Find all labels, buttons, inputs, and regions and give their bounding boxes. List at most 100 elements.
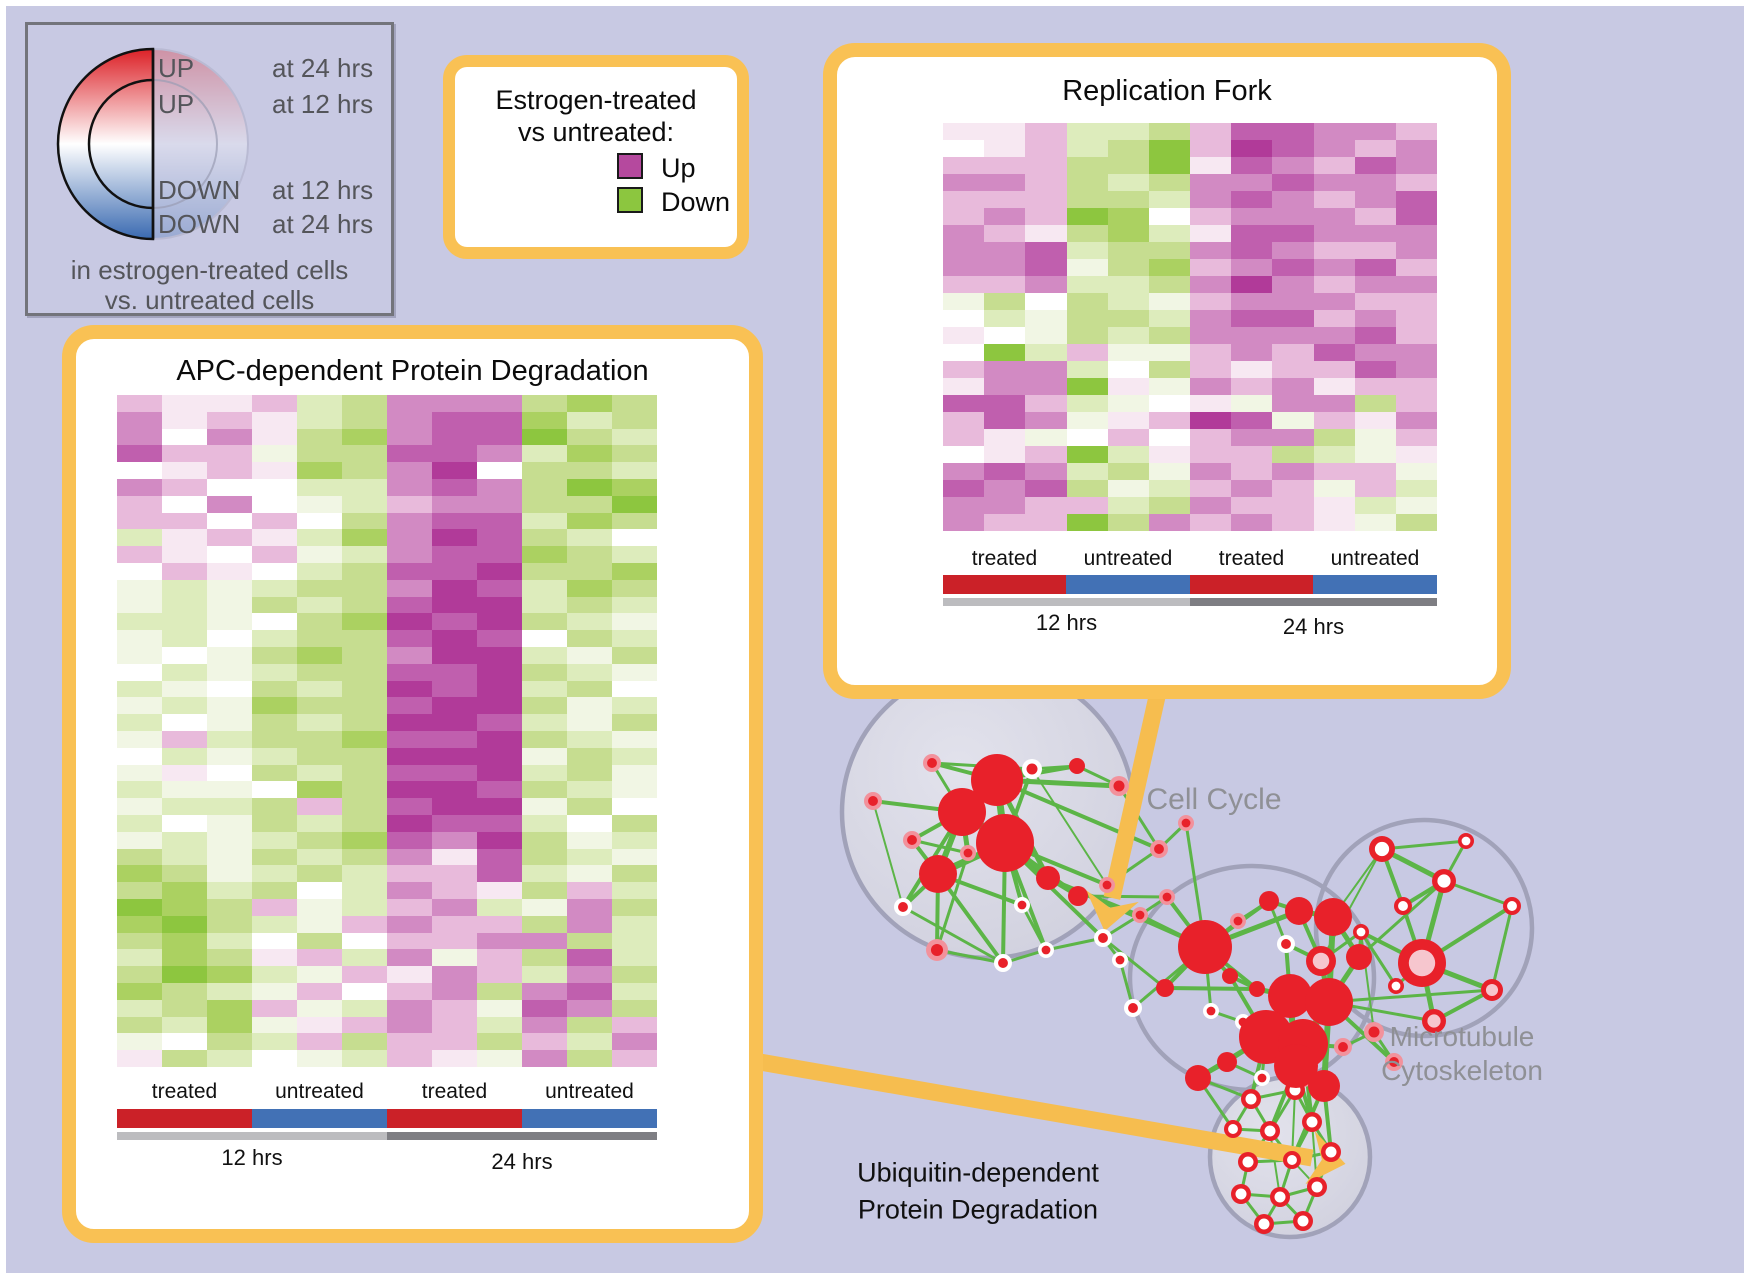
- heatmap-cell: [984, 310, 1026, 327]
- heatmap-cell: [567, 982, 612, 1000]
- heatmap-cell: [984, 429, 1026, 446]
- apc-treated-bar-24: [387, 1109, 522, 1128]
- network-node-core: [1128, 1003, 1138, 1013]
- heatmap-cell: [612, 697, 657, 715]
- heatmap-cell: [432, 982, 477, 1000]
- network-node-core: [907, 835, 917, 845]
- heatmap-cell: [387, 730, 432, 748]
- heatmap-cell: [1107, 140, 1149, 157]
- heatmap-cell: [943, 378, 985, 395]
- heatmap-cell: [1231, 327, 1273, 344]
- heatmap-cell: [567, 478, 612, 496]
- heatmap-cell: [1148, 242, 1190, 259]
- heatmap-cell: [984, 446, 1026, 463]
- heatmap-cell: [297, 848, 342, 866]
- heatmap-cell: [252, 495, 297, 513]
- heatmap-cell: [207, 764, 252, 782]
- network-node-core: [1017, 900, 1027, 910]
- network-node-core: [1325, 1146, 1337, 1158]
- heatmap-cell: [432, 697, 477, 715]
- heatmap-cell: [1354, 514, 1396, 531]
- heatmap-cell: [1025, 123, 1067, 140]
- heatmap-cell: [342, 814, 387, 832]
- heatmap-cell: [1354, 463, 1396, 480]
- ubiquitin-label-line1: Ubiquitin-dependent: [857, 1157, 1099, 1188]
- heatmap-cell: [1231, 361, 1273, 378]
- heatmap-cell: [477, 613, 522, 631]
- heatmap-cell: [1395, 395, 1437, 412]
- heatmap-cell: [252, 831, 297, 849]
- heatmap-cell: [984, 123, 1026, 140]
- heatmap-cell: [522, 663, 567, 681]
- heatmap-cell: [943, 463, 985, 480]
- heatmap-cell: [943, 446, 985, 463]
- network-node-core: [1437, 874, 1451, 888]
- heatmap-cell: [297, 529, 342, 547]
- heatmap-cell: [117, 445, 162, 463]
- heatmap-cell: [567, 512, 612, 530]
- heatmap-cell: [1148, 174, 1190, 191]
- heatmap-cell: [342, 714, 387, 731]
- heatmap-cell: [162, 613, 207, 631]
- heatmap-cell: [943, 293, 985, 310]
- heatmap-cell: [162, 932, 207, 950]
- heatmap-cell: [1066, 463, 1108, 480]
- heatmap-cell: [1025, 480, 1067, 497]
- heatmap-cell: [162, 714, 207, 731]
- guide-arrow-shaft: [735, 1049, 1314, 1167]
- heatmap-cell: [207, 814, 252, 832]
- heatmap-cell: [117, 999, 162, 1017]
- heatmap-cell: [207, 697, 252, 715]
- heatmap-cell: [207, 630, 252, 647]
- heatmap-cell: [984, 293, 1026, 310]
- heatmap-cell: [612, 680, 657, 698]
- heatmap-cell: [297, 478, 342, 496]
- heatmap-cell: [1272, 446, 1314, 463]
- heatmap-cell: [477, 512, 522, 530]
- network-node-core: [1041, 945, 1051, 955]
- heatmap-cell: [342, 478, 387, 496]
- heatmap-cell: [432, 1016, 477, 1034]
- heatmap-cell: [1231, 225, 1273, 242]
- heatmap-cell: [342, 546, 387, 563]
- heatmap-cell: [1354, 242, 1396, 259]
- heatmap-cell: [297, 949, 342, 967]
- heatmap-cell: [162, 848, 207, 866]
- network-edge: [1269, 1130, 1281, 1198]
- heatmap-cell: [1313, 378, 1355, 395]
- heatmap-cell: [1272, 497, 1314, 514]
- heatmap-cell: [207, 730, 252, 748]
- heatmap-cell: [162, 495, 207, 513]
- heatmap-cell: [117, 562, 162, 580]
- heatmap-cell: [522, 865, 567, 883]
- heatmap-cell: [1025, 497, 1067, 514]
- heatmap-cell: [612, 982, 657, 1000]
- heatmap-cell: [1066, 293, 1108, 310]
- heatmap-cell: [387, 1033, 432, 1051]
- heatmap-cell: [1313, 225, 1355, 242]
- heatmap-cell: [117, 848, 162, 866]
- network-node: [1217, 1052, 1237, 1072]
- heatmap-cell: [612, 512, 657, 530]
- heatmap-cell: [1231, 429, 1273, 446]
- heatmap-cell: [1148, 378, 1190, 395]
- heatmap-cell: [1190, 344, 1232, 361]
- heatmap-cell: [477, 831, 522, 849]
- legend-footer-line1: in estrogen-treated cells: [70, 255, 349, 285]
- heatmap-cell: [432, 781, 477, 799]
- heatmap-cell: [117, 932, 162, 950]
- heatmap-cell: [612, 848, 657, 866]
- heatmap-cell: [1148, 344, 1190, 361]
- heatmap-cell: [1354, 276, 1396, 293]
- heatmap-cell: [477, 814, 522, 832]
- heatmap-cell: [522, 848, 567, 866]
- time-label: at 12 hrs: [272, 89, 374, 119]
- network-edge: [872, 800, 904, 908]
- heatmap-cell: [1313, 429, 1355, 446]
- heatmap-cell: [1148, 157, 1190, 174]
- heatmap-cell: [387, 949, 432, 967]
- heatmap-cell: [1025, 412, 1067, 429]
- heatmap-cell: [1107, 310, 1149, 327]
